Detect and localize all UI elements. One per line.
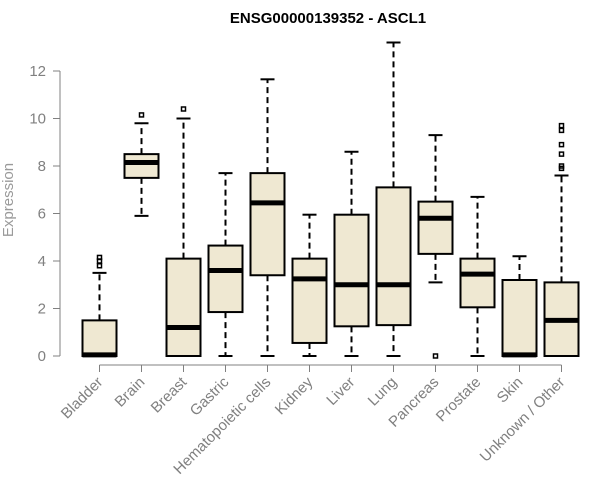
y-tick-label: 8 [38,158,46,175]
box-body [333,213,370,328]
outlier-point [180,106,187,112]
outlier-point [96,254,103,261]
y-axis: 0 2 4 6 8 10 12 [29,63,61,365]
box-hematopoietic-cells [249,78,286,357]
outlier-point [558,163,565,169]
x-tick-label: Liver [323,374,358,409]
box-pancreas [417,134,454,359]
outlier-point [96,263,103,269]
outlier-point [138,112,145,118]
x-tick-label: Skin [494,374,527,407]
box-brain [123,112,160,217]
y-tick-label: 0 [38,348,46,365]
box-liver [333,150,370,357]
outlier-point [432,353,439,359]
outlier-point [558,122,565,129]
box-gastric [207,172,244,357]
box-body [459,257,496,309]
box-body [123,153,160,179]
outlier-point [558,141,565,148]
y-tick-label: 10 [29,111,46,128]
x-tick-label: Breast [148,373,191,416]
box-prostate [459,195,496,357]
outlier-point [558,127,565,134]
box-kidney [291,213,328,357]
y-axis-label: Expression [0,163,17,237]
box-body [417,200,454,255]
x-tick-label: Prostate [433,374,485,426]
boxes-group [81,41,580,359]
y-tick-label: 12 [29,63,46,80]
box-lung [375,41,412,357]
y-tick-label: 4 [38,253,46,270]
box-body [291,257,328,344]
x-tick-label: Bladder [58,374,107,423]
y-tick-label: 6 [38,206,46,223]
chart-title: ENSG00000139352 - ASCL1 [230,10,426,27]
box-body [375,186,412,327]
x-tick-label: Kidney [272,373,317,418]
box-breast [165,106,202,357]
outlier-point [558,151,565,157]
box-body [165,257,202,357]
box-body [207,244,244,314]
box-skin [501,255,538,358]
box-body [249,172,286,277]
box-body [501,279,538,357]
y-tick-label: 2 [38,301,46,318]
box-bladder [81,254,118,358]
x-tick-label: Lung [365,374,401,410]
x-tick-label: Brain [112,374,149,411]
box-body [81,319,118,357]
box-unknown-other [543,122,580,357]
